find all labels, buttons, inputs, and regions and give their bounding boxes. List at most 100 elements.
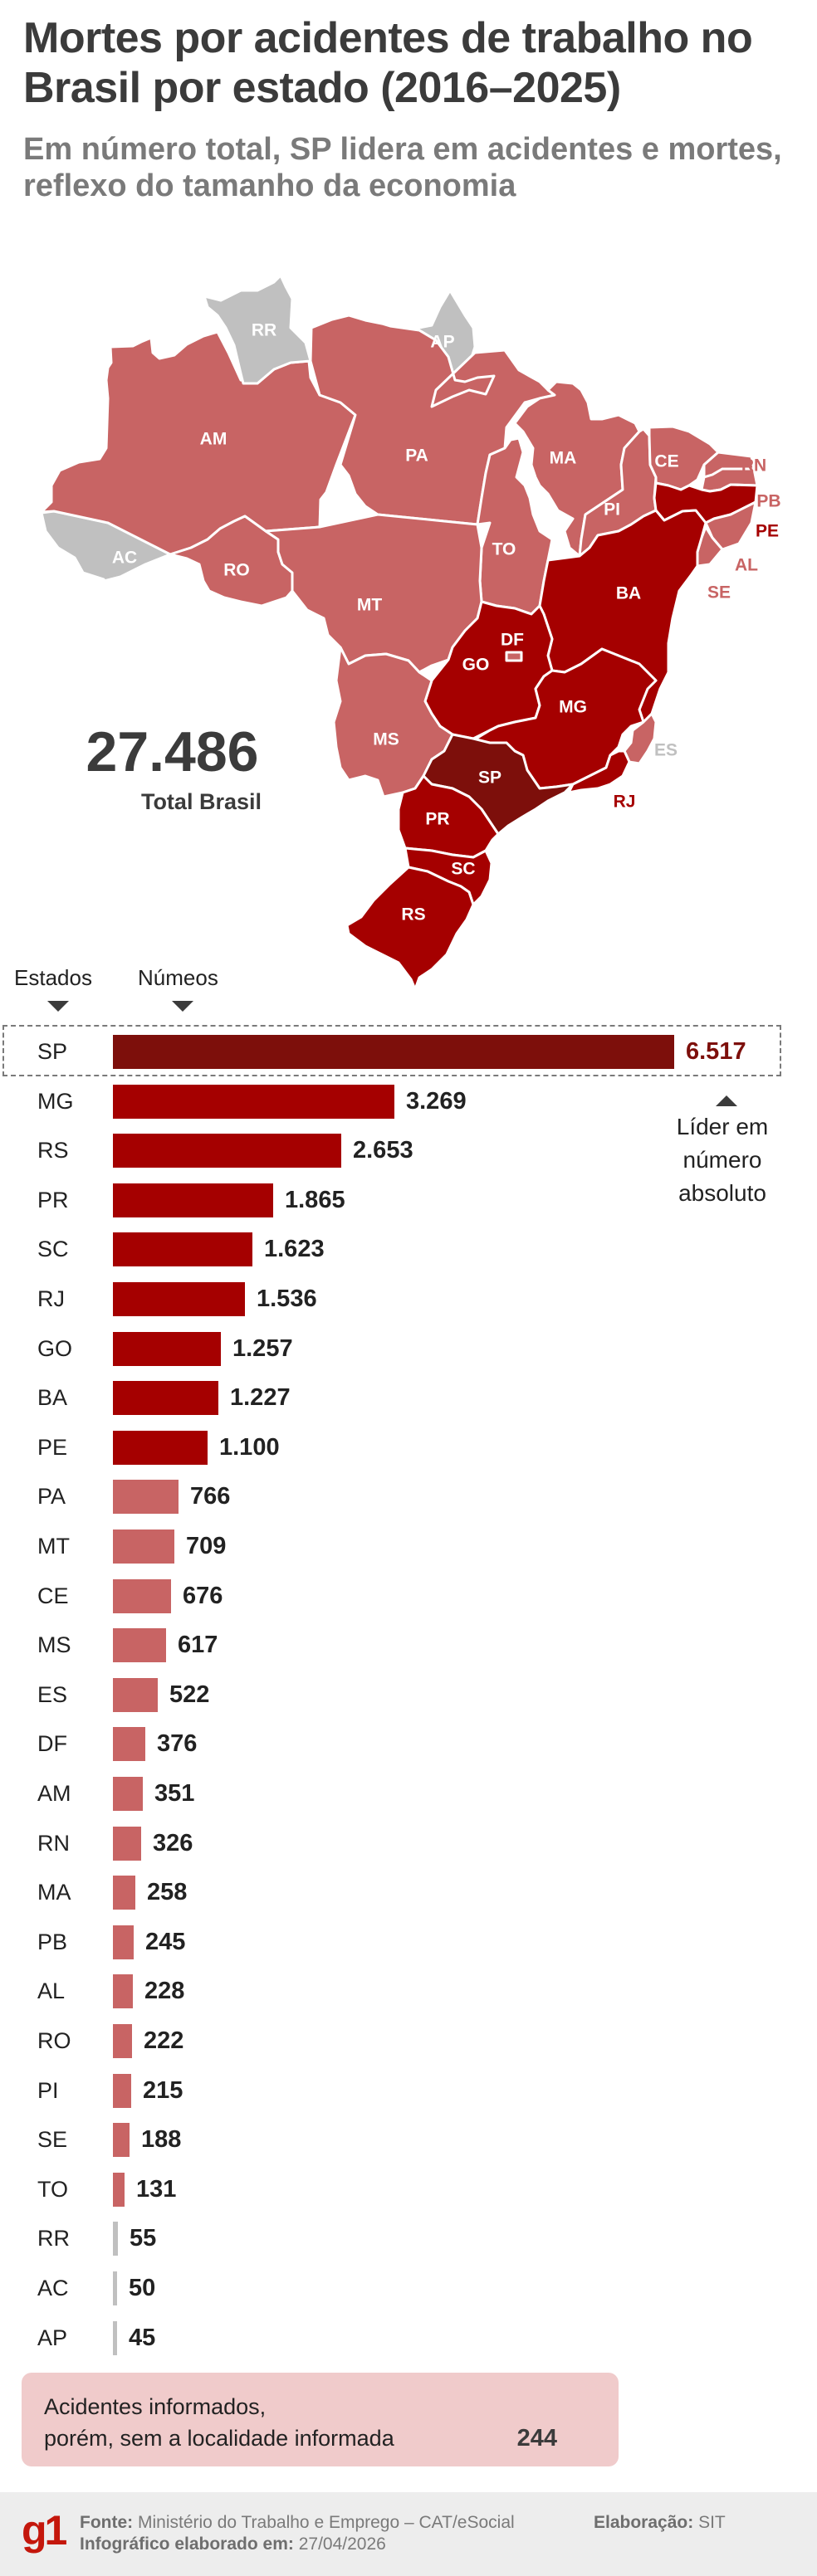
label-AL: AL xyxy=(735,556,758,575)
bar xyxy=(113,2172,125,2207)
bar xyxy=(113,1381,218,1416)
bar xyxy=(113,2222,118,2256)
label-SP: SP xyxy=(478,768,501,788)
bar-value: 1.865 xyxy=(285,1186,345,1213)
bar-value: 2.653 xyxy=(353,1137,413,1164)
label-ES: ES xyxy=(654,741,678,760)
bar-row-PR: PR 1.865 xyxy=(0,1183,817,1217)
leader-annotation-line3: absoluto xyxy=(678,1180,766,1206)
bar-value: 1.227 xyxy=(230,1384,291,1412)
total-brasil-label: Total Brasil xyxy=(140,789,262,814)
bar xyxy=(113,1134,341,1168)
leader-arrow-up-icon xyxy=(716,1095,737,1106)
bar-row-MT: MT 709 xyxy=(0,1530,817,1564)
bar xyxy=(113,2073,131,2108)
label-PE: PE xyxy=(756,522,779,541)
bar-value: 326 xyxy=(153,1829,193,1856)
footer-credit: Elaboração: SIT xyxy=(594,2512,726,2534)
bar-state-label: SP xyxy=(37,1039,68,1064)
bar-state-label: ES xyxy=(37,1681,68,1707)
state-DF[interactable] xyxy=(505,651,523,662)
bar-state-label: GO xyxy=(37,1335,73,1361)
bar-value: 1.623 xyxy=(264,1236,325,1263)
bar-value: 188 xyxy=(141,2126,182,2154)
bar-state-label: SE xyxy=(37,2127,68,2153)
bar-row-TO: TO 131 xyxy=(0,2172,817,2207)
bar-state-label: MT xyxy=(37,1534,70,1559)
bar-state-label: BA xyxy=(37,1385,68,1411)
bar-state-label: MA xyxy=(37,1880,71,1905)
bar-state-label: SC xyxy=(37,1237,69,1262)
bar-row-RR: RR 55 xyxy=(0,2222,817,2256)
states-arrow-down-icon xyxy=(47,1001,69,1012)
bar xyxy=(113,1430,208,1465)
bar-row-RS: RS 2.653 xyxy=(0,1134,817,1168)
bar-row-DF: DF 376 xyxy=(0,1727,817,1762)
bar-state-label: CE xyxy=(37,1583,69,1608)
label-CE: CE xyxy=(654,452,678,471)
state-MT[interactable] xyxy=(264,513,483,674)
bar xyxy=(113,2123,130,2158)
bar-row-MA: MA 258 xyxy=(0,1876,817,1910)
bar xyxy=(113,1677,158,1712)
bar-state-label: AM xyxy=(37,1781,71,1806)
page-subtitle: Em número total, SP lidera em acidentes … xyxy=(23,132,782,203)
bar-row-PA: PA 766 xyxy=(0,1480,817,1515)
bar-value: 617 xyxy=(178,1632,218,1659)
bar-state-label: TO xyxy=(37,2176,69,2202)
bar-row-PE: PE 1.100 xyxy=(0,1430,817,1465)
leader-annotation: Líder em número absoluto xyxy=(639,1110,805,1210)
label-RR: RR xyxy=(252,321,276,340)
label-RO: RO xyxy=(223,561,250,580)
bar-value: 222 xyxy=(144,2027,184,2054)
bar-row-AC: AC 50 xyxy=(0,2271,817,2305)
bar xyxy=(113,1777,143,1811)
label-MG: MG xyxy=(559,698,587,717)
bar-row-PI: PI 215 xyxy=(0,2073,817,2108)
bar-value: 215 xyxy=(143,2076,183,2104)
bar-state-label: PI xyxy=(37,2077,59,2103)
bar xyxy=(113,1331,221,1366)
bar xyxy=(113,1530,174,1564)
bar-value: 55 xyxy=(130,2225,157,2252)
bar-value: 376 xyxy=(157,1730,198,1758)
state-PR[interactable] xyxy=(397,774,500,859)
bar-state-label: AL xyxy=(37,1978,66,2004)
bar xyxy=(113,1628,166,1663)
label-BA: BA xyxy=(616,584,641,603)
leader-annotation-line1: Líder em xyxy=(676,1114,769,1139)
bar xyxy=(113,1925,134,1959)
bar xyxy=(113,1084,394,1119)
bar xyxy=(113,1282,245,1316)
bar xyxy=(113,1826,141,1861)
numbers-arrow-down-icon xyxy=(172,1001,193,1012)
state-RJ[interactable] xyxy=(567,749,631,794)
footer-source-label: Fonte: xyxy=(80,2513,134,2532)
numbers-column-header: Númeos xyxy=(138,965,218,990)
bar-row-SE: SE 188 xyxy=(0,2123,817,2158)
bar-value: 766 xyxy=(190,1483,231,1510)
footer-credit-value: SIT xyxy=(698,2513,726,2532)
unlocated-line2: porém, sem a localidade informada xyxy=(44,2426,394,2451)
state-PA[interactable] xyxy=(309,314,556,526)
bar-row-MS: MS 617 xyxy=(0,1628,817,1663)
bar-value: 1.257 xyxy=(232,1334,293,1362)
state-ES[interactable] xyxy=(623,712,658,765)
label-SC: SC xyxy=(451,860,475,879)
bar xyxy=(113,2320,117,2355)
bar-state-label: PE xyxy=(37,1434,68,1460)
bar xyxy=(113,2024,132,2058)
bar-state-label: RJ xyxy=(37,1286,65,1311)
bar xyxy=(113,1876,135,1910)
bar-value: 45 xyxy=(129,2324,156,2351)
states-column-header: Estados xyxy=(14,965,92,990)
bar xyxy=(113,1035,674,1069)
bar-row-ES: ES 522 xyxy=(0,1677,817,1712)
unlocated-accidents-label: Acidentes informados, porém, sem a local… xyxy=(44,2391,394,2454)
bar xyxy=(113,1480,179,1515)
bar-row-MG: MG 3.269 xyxy=(0,1084,817,1119)
state-RS[interactable] xyxy=(345,866,475,991)
bar-value: 3.269 xyxy=(406,1087,467,1115)
bar-value: 6.517 xyxy=(686,1038,746,1065)
label-AP: AP xyxy=(430,333,454,352)
